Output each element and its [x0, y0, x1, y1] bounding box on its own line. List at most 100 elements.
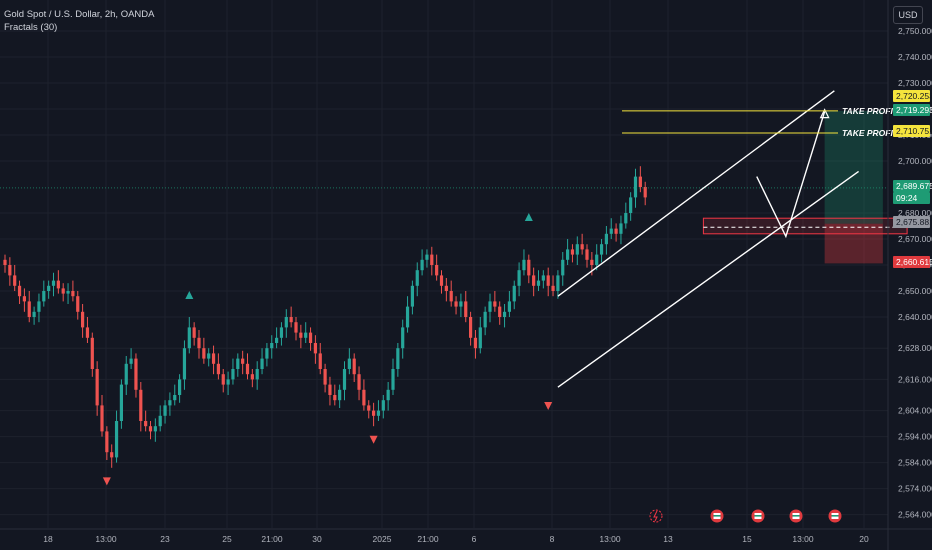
candle[interactable]: [536, 270, 541, 291]
candle[interactable]: [323, 363, 327, 393]
candle[interactable]: [211, 345, 216, 375]
projection-path[interactable]: [756, 111, 826, 239]
candle[interactable]: [342, 361, 347, 401]
candle[interactable]: [304, 322, 308, 343]
candle[interactable]: [396, 343, 400, 377]
candle[interactable]: [633, 168, 638, 208]
candle[interactable]: [192, 322, 196, 346]
candle[interactable]: [260, 348, 264, 375]
indicator-label[interactable]: Fractals (30): [4, 22, 58, 33]
candle[interactable]: [546, 267, 550, 297]
candle[interactable]: [318, 343, 322, 375]
candle[interactable]: [376, 400, 381, 421]
candle[interactable]: [221, 369, 225, 393]
candle[interactable]: [313, 335, 317, 364]
candle[interactable]: [3, 254, 7, 273]
candle[interactable]: [100, 395, 104, 437]
candle[interactable]: [17, 280, 22, 304]
candle[interactable]: [362, 379, 366, 411]
candle[interactable]: [498, 301, 502, 325]
lightning-icon[interactable]: [649, 509, 663, 523]
candle[interactable]: [173, 384, 177, 406]
candle[interactable]: [289, 306, 293, 328]
candle[interactable]: [250, 369, 254, 388]
candle[interactable]: [638, 166, 642, 193]
flag-icon[interactable]: [751, 509, 765, 523]
candle[interactable]: [95, 361, 99, 416]
candle[interactable]: [352, 353, 356, 382]
candle[interactable]: [643, 181, 647, 206]
candle[interactable]: [391, 358, 395, 395]
candle[interactable]: [629, 192, 633, 221]
candle[interactable]: [144, 410, 148, 432]
candle[interactable]: [245, 353, 250, 380]
candle[interactable]: [507, 291, 511, 317]
channel-lower-line[interactable]: [557, 170, 860, 388]
candle[interactable]: [56, 270, 60, 294]
candle[interactable]: [284, 309, 288, 338]
candle[interactable]: [624, 202, 628, 229]
symbol-title[interactable]: Gold Spot / U.S. Dollar, 2h, OANDA: [4, 9, 155, 20]
candle[interactable]: [478, 317, 482, 354]
candle[interactable]: [459, 293, 463, 317]
candle[interactable]: [32, 306, 36, 325]
candle[interactable]: [66, 283, 70, 304]
candle[interactable]: [430, 246, 434, 276]
flag-icon[interactable]: [710, 509, 724, 523]
candle[interactable]: [541, 270, 545, 289]
candle[interactable]: [420, 249, 424, 276]
candle[interactable]: [449, 280, 453, 307]
flag-icon[interactable]: [789, 509, 803, 523]
candle[interactable]: [599, 239, 604, 263]
candle[interactable]: [609, 218, 613, 239]
currency-button[interactable]: USD: [893, 6, 923, 24]
candle[interactable]: [381, 395, 385, 419]
candle[interactable]: [328, 376, 332, 406]
candle[interactable]: [187, 317, 191, 354]
channel-upper-line[interactable]: [557, 90, 835, 297]
candle[interactable]: [473, 330, 478, 359]
candle[interactable]: [604, 226, 608, 255]
candle[interactable]: [527, 254, 531, 284]
candle[interactable]: [522, 249, 526, 276]
candle[interactable]: [372, 402, 376, 427]
candle[interactable]: [27, 291, 31, 323]
candle[interactable]: [435, 254, 439, 281]
candle[interactable]: [454, 296, 458, 315]
candle[interactable]: [464, 291, 468, 323]
candle[interactable]: [197, 330, 201, 359]
candle[interactable]: [76, 291, 80, 320]
price-tag[interactable]: 2,660.615: [893, 256, 932, 268]
price-tag[interactable]: 2,689.675: [893, 180, 932, 192]
candle[interactable]: [469, 311, 473, 346]
candle[interactable]: [595, 244, 599, 271]
candle[interactable]: [575, 236, 579, 265]
price-tag[interactable]: 09:24: [893, 192, 930, 204]
candle[interactable]: [90, 332, 94, 377]
candle[interactable]: [231, 358, 235, 385]
candle[interactable]: [483, 306, 487, 336]
price-tag[interactable]: 2,710.751: [893, 125, 932, 137]
candle[interactable]: [556, 270, 560, 299]
stop-zone[interactable]: [824, 223, 883, 264]
candle[interactable]: [236, 353, 240, 377]
candle[interactable]: [493, 291, 497, 312]
candle[interactable]: [202, 337, 206, 364]
target-zone[interactable]: [824, 110, 883, 224]
candle[interactable]: [570, 244, 575, 263]
flag-icon[interactable]: [828, 509, 842, 523]
candle[interactable]: [8, 257, 12, 286]
candle[interactable]: [178, 374, 182, 403]
candle[interactable]: [255, 361, 259, 390]
candle[interactable]: [415, 262, 419, 297]
entry-zone[interactable]: [702, 217, 908, 235]
candle[interactable]: [580, 233, 584, 255]
candle[interactable]: [279, 322, 284, 346]
price-tag[interactable]: 2,675.881: [893, 216, 932, 228]
candle[interactable]: [512, 280, 516, 310]
candle[interactable]: [216, 353, 220, 380]
candle[interactable]: [401, 319, 405, 359]
candle[interactable]: [444, 278, 448, 302]
candle[interactable]: [425, 249, 429, 268]
